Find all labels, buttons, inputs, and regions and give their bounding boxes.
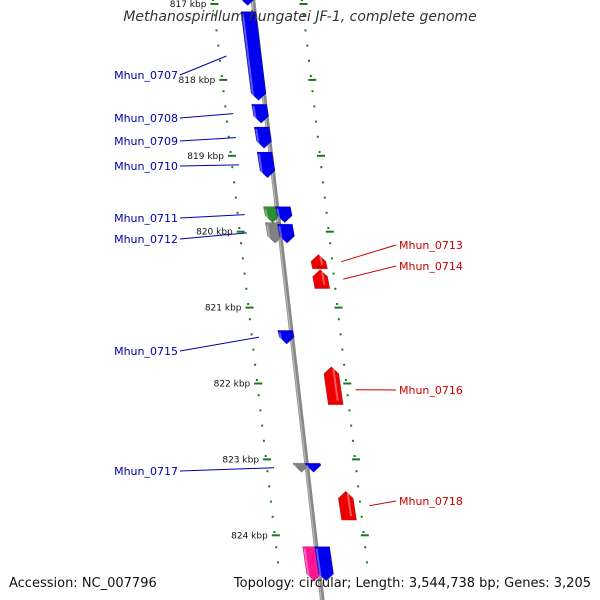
gene-highlight [258, 153, 264, 174]
gene-highlight [266, 224, 271, 240]
gene-highlight [264, 208, 269, 219]
label-leader-mhun-0707 [179, 55, 227, 76]
backbone-layer [250, 0, 325, 600]
label-leader-mhun-0711 [179, 214, 245, 219]
gene-arrow-gene-7 [275, 206, 293, 224]
gene-highlight [332, 368, 339, 401]
gene-highlight [252, 106, 257, 120]
gene-arrow-mhun-0708 [251, 103, 270, 124]
label-leader-mhun-0717 [179, 467, 275, 472]
gene-label-mhun-0710: Mhun_0710 [114, 160, 178, 173]
gene-label-mhun-0712: Mhun_0712 [114, 233, 178, 246]
label-leader-mhun-0708 [179, 113, 234, 119]
gene-arrow-mhun-0716 [323, 366, 344, 406]
tick-label: 819 kbp [187, 152, 224, 162]
gene-arrow-mhun-0710 [256, 151, 276, 179]
genome-backbone-highlight [251, 0, 322, 600]
tick-label: 818 kbp [179, 76, 216, 86]
map-title: Methanospirillum hungatei JF-1, complete… [123, 9, 477, 25]
gene-label-mhun-0716: Mhun_0716 [399, 384, 463, 397]
label-leader-mhun-0718 [369, 500, 397, 507]
gene-label-mhun-0714: Mhun_0714 [399, 260, 463, 273]
gene-label-mhun-0715: Mhun_0715 [114, 345, 178, 358]
label-layer: Mhun_0707 Mhun_0708 Mhun_0709 Mhun_0710 Mhun… [114, 55, 463, 508]
gene-arrow-mhun-0707 [240, 11, 267, 101]
ruler-layer: 817 kbp 818 kbp 819 kbp 820 kbp 821 kbp 822 k… [170, 0, 369, 564]
tick-label: 824 kbp [231, 531, 268, 541]
gene-highlight [240, 0, 244, 2]
tick-label: 823 kbp [222, 455, 259, 465]
gene-arrow-mhun-0718 [337, 490, 357, 521]
tick-label: 817 kbp [170, 0, 207, 10]
gene-highlight [276, 208, 281, 219]
gene-label-mhun-0711: Mhun_0711 [114, 212, 178, 225]
gene-label-mhun-0713: Mhun_0713 [399, 239, 463, 252]
gene-label-mhun-0717: Mhun_0717 [114, 465, 178, 478]
tick-label: 820 kbp [196, 228, 233, 238]
gene-label-mhun-0708: Mhun_0708 [114, 112, 178, 125]
gene-arrow-gene-17 [314, 546, 334, 582]
label-leader-mhun-0714 [343, 265, 397, 280]
gene-highlight [294, 464, 297, 469]
gene-layer [240, 0, 357, 582]
label-leader-mhun-0710 [179, 164, 240, 167]
gene-highlight [303, 548, 310, 577]
gene-arrow-mhun-0715 [277, 330, 295, 345]
gene-highlight [306, 464, 309, 469]
accession-text: Accession: NC_007796 [9, 576, 157, 591]
gene-highlight [278, 332, 283, 341]
genome-backbone [250, 0, 325, 600]
gene-highlight [241, 13, 255, 97]
gene-highlight [255, 128, 260, 145]
gene-label-mhun-0707: Mhun_0707 [114, 69, 178, 82]
gene-arrow-mhun-0714 [312, 269, 331, 289]
label-leader-mhun-0709 [179, 137, 236, 142]
tick-label: 821 kbp [205, 304, 242, 314]
tick-label: 822 kbp [214, 380, 251, 390]
gene-arrow-gene-8 [277, 223, 295, 244]
gene-label-mhun-0718: Mhun_0718 [399, 495, 463, 508]
gene-highlight [315, 548, 322, 577]
gene-highlight [319, 256, 324, 266]
genome-summary-text: Topology: circular; Length: 3,544,738 bp… [233, 576, 591, 591]
gene-highlight [321, 271, 326, 285]
gene-arrow-gene-0 [241, 0, 254, 6]
gene-label-mhun-0709: Mhun_0709 [114, 135, 178, 148]
gene-highlight [278, 225, 283, 240]
label-leader-mhun-0713 [341, 244, 397, 263]
gene-highlight [346, 493, 353, 517]
gene-arrow-mhun-0713 [310, 254, 328, 270]
gene-arrow-gene-14 [304, 462, 322, 473]
label-leader-mhun-0712 [179, 232, 247, 240]
label-leader-mhun-0715 [179, 336, 260, 352]
gene-arrow-mhun-0709 [253, 126, 272, 149]
